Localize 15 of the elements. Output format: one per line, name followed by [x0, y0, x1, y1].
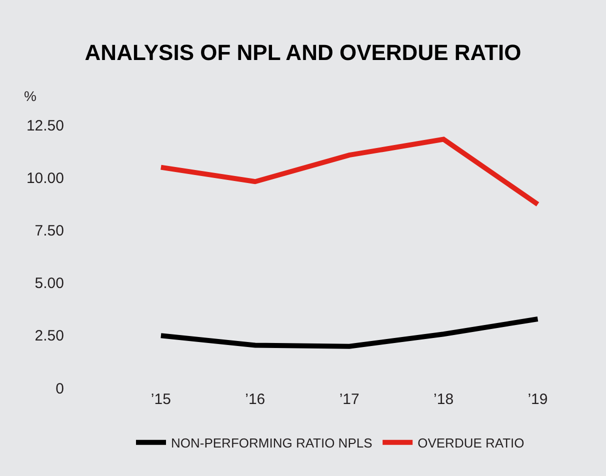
y-tick-label: 5.00: [34, 275, 64, 292]
x-tick-label: ’15: [150, 391, 171, 408]
x-tick-label: ’18: [434, 391, 454, 408]
legend-label: NON-PERFORMING RATIO NPLS: [171, 435, 373, 450]
y-tick-label: 0: [56, 380, 64, 398]
legend-label: OVERDUE RATIO: [418, 435, 524, 450]
chart-title: ANALYSIS OF NPL AND OVERDUE RATIO: [84, 40, 522, 66]
y-axis-title: %: [24, 88, 36, 104]
x-tick-label: ’17: [339, 391, 360, 408]
x-tick-label: ’19: [528, 391, 548, 408]
y-tick-label: 2.50: [34, 328, 64, 345]
y-tick-label: 12.50: [26, 117, 64, 134]
y-tick-label: 7.50: [34, 222, 64, 240]
y-tick-label: 10.00: [26, 170, 64, 187]
x-tick-label: ’16: [245, 391, 266, 408]
